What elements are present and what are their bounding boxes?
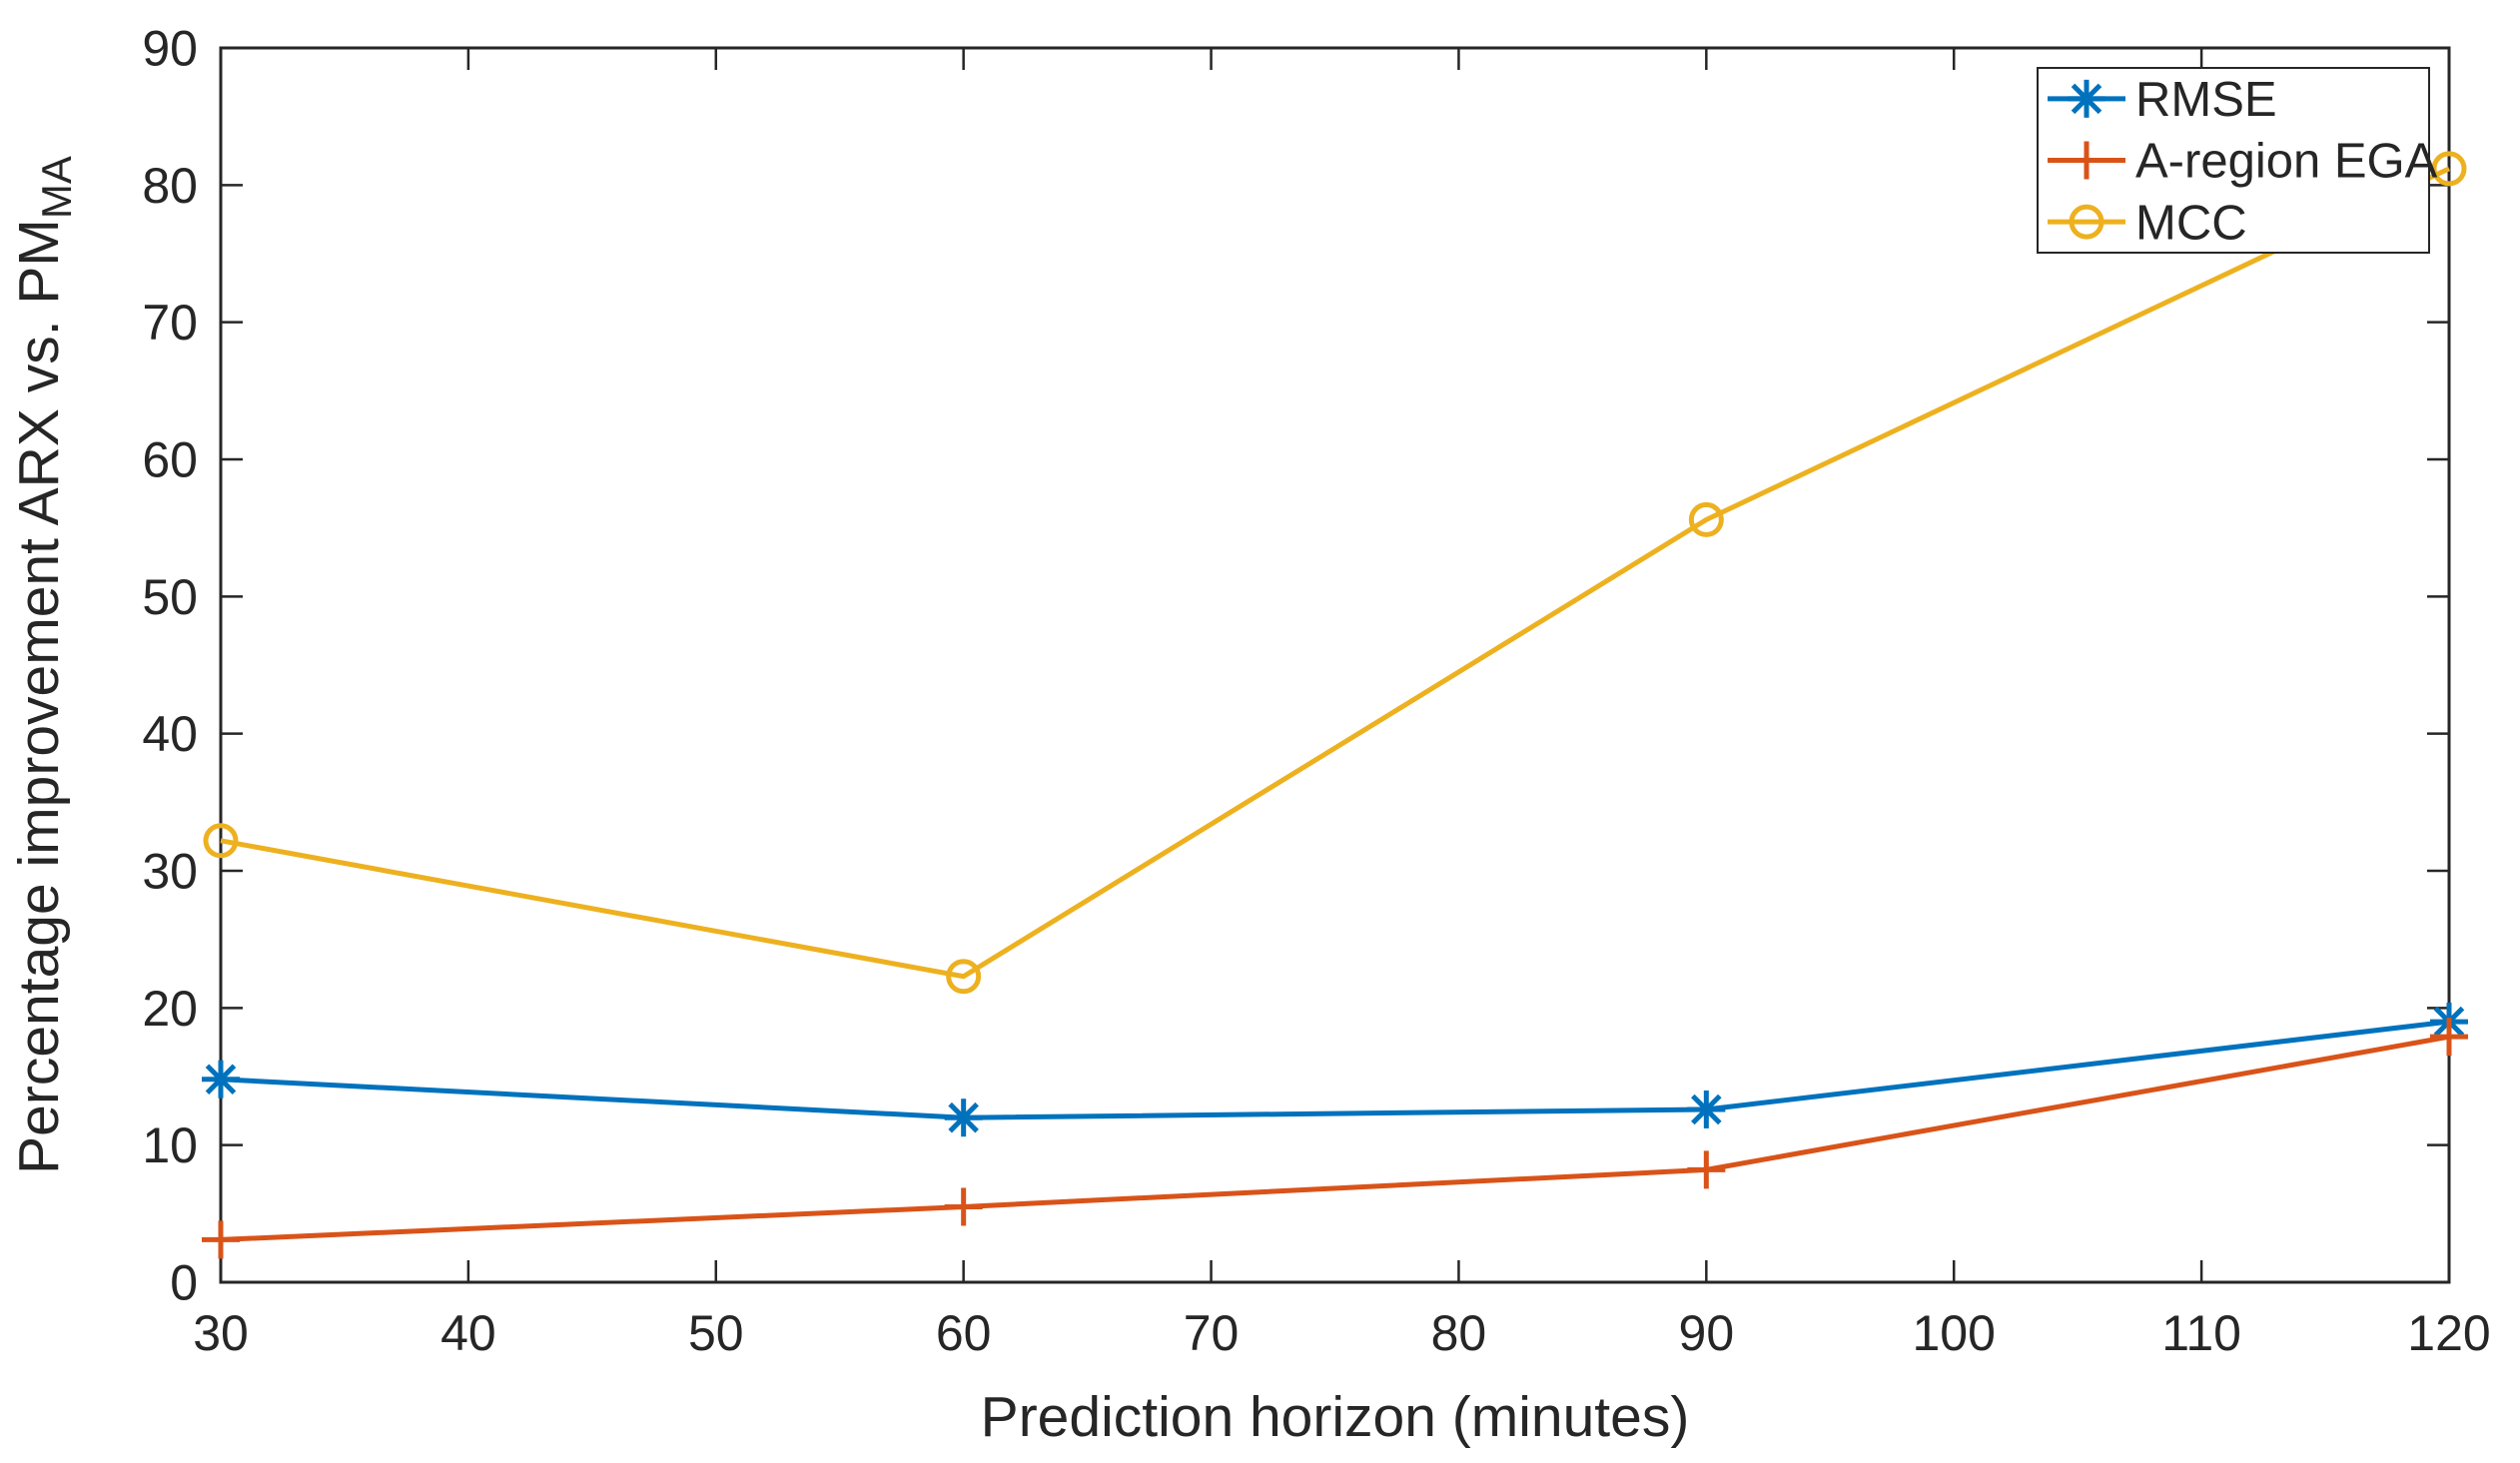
legend-item-rmse: RMSE xyxy=(2048,73,2277,127)
y-tick-label: 60 xyxy=(142,432,198,488)
y-tick-label: 70 xyxy=(142,295,198,351)
y-tick-label: 50 xyxy=(142,569,198,625)
x-tick-label: 60 xyxy=(936,1305,992,1361)
marker-asterisk xyxy=(1687,1090,1726,1128)
series-rmse xyxy=(202,1003,2468,1137)
x-tick-label: 70 xyxy=(1184,1305,1240,1361)
x-tick-label: 40 xyxy=(440,1305,496,1361)
marker-asterisk xyxy=(2068,79,2105,118)
x-axis: 30 40 50 60 70 80 90 100 110 120 xyxy=(193,48,2491,1361)
series-a-region-ega-line xyxy=(220,1034,2450,1242)
marker-asterisk xyxy=(944,1098,983,1137)
y-tick-label: 90 xyxy=(142,21,198,77)
legend-item-a-region-ega: A-region EGA xyxy=(2048,135,2438,189)
marker-plus xyxy=(2430,1018,2468,1057)
marker-plus xyxy=(944,1187,983,1226)
legend: RMSE A-region EGA MCC xyxy=(2037,67,2438,254)
x-tick-label: 120 xyxy=(2407,1305,2490,1361)
marker-plus xyxy=(2068,141,2105,180)
x-tick-label: 90 xyxy=(1679,1305,1735,1361)
marker-circle xyxy=(946,959,982,995)
y-tick-label: 80 xyxy=(142,158,198,214)
legend-item-mcc: MCC xyxy=(2048,196,2247,250)
x-tick-label: 80 xyxy=(1431,1305,1487,1361)
y-axis-label: Percentage improvement ARX vs. PMMA xyxy=(7,156,80,1174)
y-tick-label: 30 xyxy=(142,844,198,900)
x-tick-label: 110 xyxy=(2161,1305,2241,1361)
y-tick-label: 0 xyxy=(170,1255,198,1311)
legend-label: MCC xyxy=(2135,196,2247,250)
marker-circle xyxy=(1688,501,1724,537)
x-tick-label: 30 xyxy=(193,1305,249,1361)
y-tick-label: 10 xyxy=(142,1117,198,1173)
plot-area-border xyxy=(219,46,2451,1284)
marker-circle xyxy=(203,823,239,859)
x-tick-label: 50 xyxy=(688,1305,744,1361)
series-rmse-line xyxy=(220,1019,2450,1120)
y-tick-label: 40 xyxy=(142,706,198,762)
y-tick-label: 20 xyxy=(142,981,198,1037)
y-axis: 0 10 20 30 40 50 60 70 80 90 xyxy=(142,21,2449,1311)
marker-circle xyxy=(2431,151,2467,187)
series-a-region-ega xyxy=(202,1018,2468,1259)
marker-circle xyxy=(2069,204,2104,240)
x-tick-label: 100 xyxy=(1913,1305,1996,1361)
x-axis-label: Prediction horizon (minutes) xyxy=(981,1385,1690,1449)
marker-plus xyxy=(1687,1150,1726,1189)
series-mcc xyxy=(203,151,2467,995)
legend-label: RMSE xyxy=(2135,73,2277,127)
marker-asterisk xyxy=(202,1060,240,1098)
marker-plus xyxy=(202,1220,240,1259)
legend-label: A-region EGA xyxy=(2135,135,2438,189)
series-mcc-line xyxy=(220,166,2451,980)
